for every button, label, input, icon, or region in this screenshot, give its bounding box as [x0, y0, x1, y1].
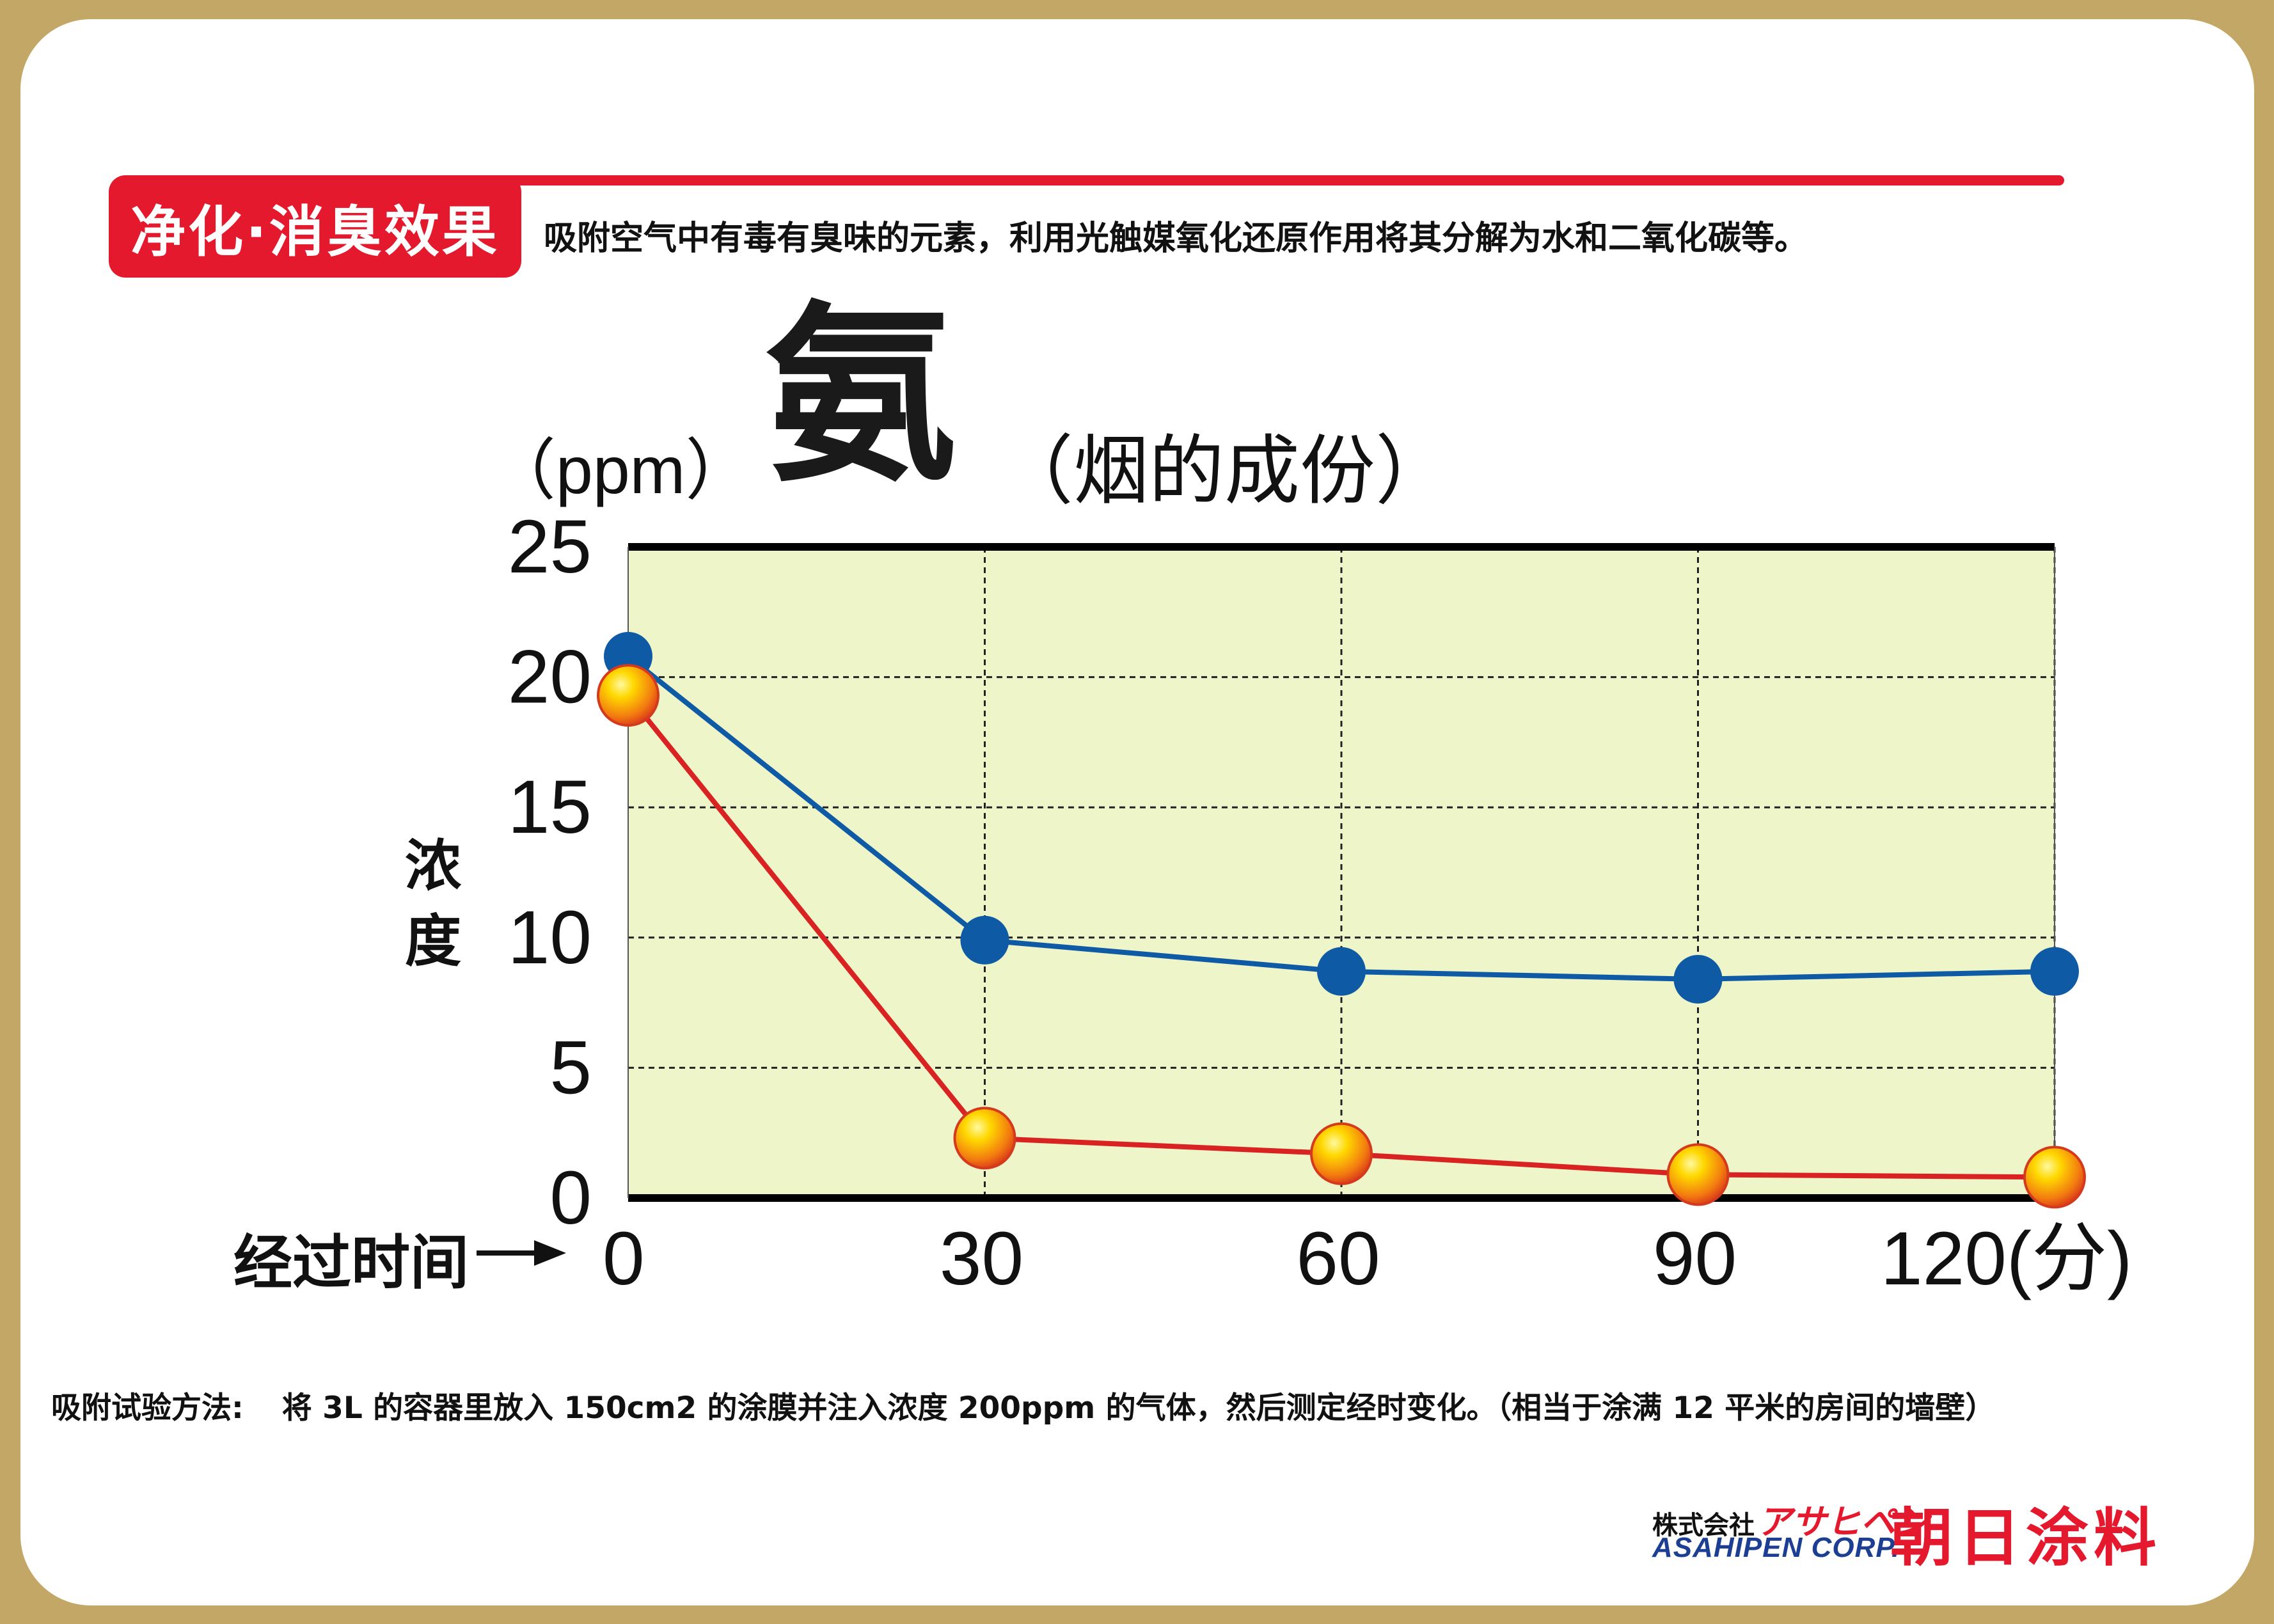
- y-axis-label: 浓度: [404, 833, 461, 974]
- chart-title: 氨: [764, 285, 956, 508]
- test-method-label: 吸附试验方法:: [51, 1391, 244, 1426]
- x-tick-label: 0: [603, 1217, 645, 1301]
- data-point-orange: [597, 664, 659, 727]
- corp-name-jp: 株式会社アサヒペン: [1652, 1494, 1930, 1544]
- data-point-orange: [2023, 1146, 2086, 1209]
- data-point-blue: [2030, 947, 2079, 996]
- y-tick-label: 20: [508, 635, 592, 720]
- x-tick-label: 120(分): [1881, 1217, 2132, 1301]
- y-tick-label: 25: [508, 505, 592, 589]
- test-method-text: 将 3L 的容器里放入 150cm2 的涂膜并注入浓度 200ppm 的气体，然…: [281, 1391, 1996, 1426]
- corp-jp-prefix: 株式会社: [1652, 1511, 1755, 1540]
- data-point-orange: [1310, 1122, 1373, 1185]
- data-point-blue: [1317, 947, 1366, 996]
- data-point-orange: [953, 1107, 1016, 1170]
- intro-text: 吸附空气中有毒有臭味的元素，利用光触媒氧化还原作用将其分解为水和二氧化碳等。: [544, 219, 1808, 258]
- y-tick-label: 15: [508, 765, 592, 849]
- chart-subtitle: （烟的成份）: [998, 427, 1451, 515]
- x-axis-label: 经过时间: [233, 1229, 470, 1297]
- test-method: 吸附试验方法: 将 3L 的容器里放入 150cm2 的涂膜并注入浓度 200pp…: [51, 1383, 1995, 1427]
- corp-jp-kana: アサヒペン: [1757, 1502, 1930, 1542]
- data-point-blue: [1673, 954, 1723, 1004]
- y-tick-label: 0: [549, 1156, 592, 1240]
- data-point-orange: [1666, 1143, 1730, 1206]
- header-rule: [493, 175, 2064, 185]
- data-point-blue: [960, 915, 1009, 965]
- x-axis-arrow-icon: [477, 1240, 566, 1266]
- y-tick-label: 5: [549, 1025, 592, 1110]
- y-tick-label: 10: [508, 895, 592, 980]
- section-badge: 净化·消臭效果: [109, 175, 521, 278]
- x-tick-label: 90: [1653, 1217, 1737, 1301]
- corp-name-en: ASAHIPEN CORP.: [1652, 1532, 1900, 1563]
- unit-label: （ppm）: [489, 434, 752, 508]
- x-tick-label: 30: [940, 1217, 1023, 1301]
- x-tick-label: 60: [1296, 1217, 1380, 1301]
- corp-name-cn: 朝日涂料: [1890, 1502, 2162, 1575]
